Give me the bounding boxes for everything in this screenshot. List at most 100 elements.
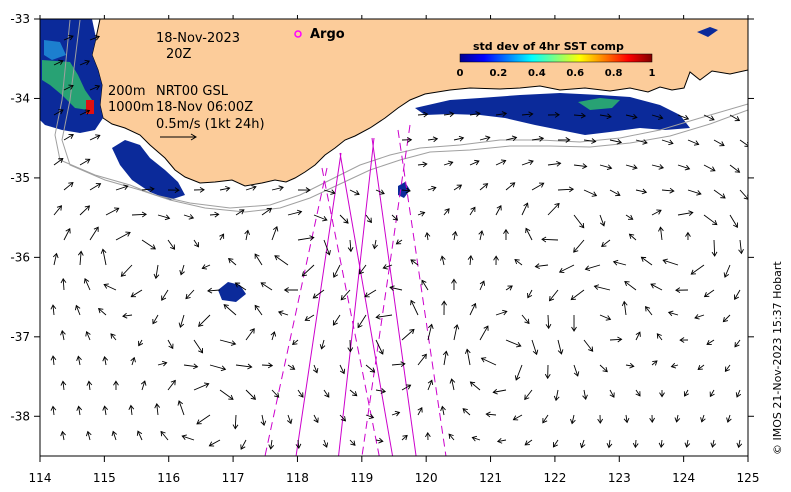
current-arrow <box>183 364 198 368</box>
current-arrow <box>401 384 411 391</box>
current-arrow <box>193 339 203 354</box>
current-arrow <box>79 205 90 216</box>
current-arrow <box>701 414 705 422</box>
current-arrow-head <box>389 285 395 291</box>
current-arrow <box>479 325 489 341</box>
current-arrow-head <box>464 348 471 354</box>
current-vectors <box>50 34 748 450</box>
current-arrow-head <box>85 430 92 437</box>
current-arrow <box>52 356 55 366</box>
current-arrow-head <box>599 221 606 227</box>
x-tick-label: 125 <box>737 471 760 485</box>
current-arrow-head <box>198 321 204 327</box>
depth-1000-label: 1000m <box>108 100 154 115</box>
current-arrow <box>609 139 622 143</box>
current-arrow <box>479 136 490 141</box>
current-arrow-head <box>130 356 136 363</box>
current-arrow <box>686 439 689 448</box>
current-arrow <box>339 414 346 422</box>
current-arrow-head <box>136 430 143 436</box>
current-arrow <box>521 314 530 324</box>
y-tick-label: -38 <box>10 409 30 423</box>
current-arrow-head <box>641 188 648 195</box>
current-arrow-head <box>125 231 131 237</box>
current-arrow-head <box>366 217 372 224</box>
current-arrow-head <box>153 273 160 280</box>
current-arrow-head <box>369 367 376 373</box>
current-arrow <box>521 113 533 116</box>
current-arrow <box>677 114 689 120</box>
current-arrow-head <box>571 326 577 332</box>
current-arrow-head <box>668 139 674 146</box>
current-arrow <box>555 389 559 401</box>
current-arrow <box>625 164 638 169</box>
current-arrow-head <box>512 415 519 421</box>
current-arrow-head <box>502 309 508 316</box>
current-arrow-head <box>500 159 507 165</box>
current-arrow-head <box>496 438 503 444</box>
current-arrow-head <box>509 182 516 188</box>
current-arrow-head <box>675 287 681 294</box>
current-arrow-head <box>417 407 423 413</box>
current-arrow-head <box>368 413 375 420</box>
current-arrow-head <box>493 255 499 261</box>
current-arrow <box>635 189 647 193</box>
colorbar-legend: std dev of 4hr SST comp 0 0.2 0.4 0.6 0.8 1 <box>457 40 656 79</box>
current-arrow <box>660 227 663 241</box>
current-arrow <box>734 339 741 348</box>
current-arrow-head <box>503 228 509 234</box>
current-arrow-head <box>110 333 116 339</box>
current-arrow-head <box>230 340 237 346</box>
current-arrow-head <box>319 344 326 350</box>
legend-tick-label: 0.4 <box>528 68 546 79</box>
current-arrow <box>466 349 471 366</box>
current-arrow <box>651 209 662 216</box>
current-arrow <box>739 189 748 200</box>
current-arrow-head <box>628 233 635 239</box>
current-arrow-head <box>120 271 127 277</box>
current-arrow-head <box>347 347 354 353</box>
current-arrow-head <box>710 442 717 448</box>
current-arrow-head <box>710 166 716 172</box>
current-arrow-head <box>642 139 648 145</box>
current-arrow-head <box>528 111 534 118</box>
current-arrow-head <box>480 357 487 363</box>
current-arrow-head <box>60 430 66 437</box>
current-arrow-head <box>168 343 174 350</box>
product-time-label: 18-Nov 06:00Z <box>156 100 253 115</box>
current-arrow <box>364 289 377 298</box>
current-arrow-head <box>629 362 635 369</box>
current-arrow-head <box>350 440 356 446</box>
current-arrow-head <box>332 272 339 278</box>
current-arrow <box>481 357 497 366</box>
current-arrow-head <box>640 256 647 262</box>
current-arrow <box>724 264 731 278</box>
current-arrow-head <box>421 279 427 286</box>
current-arrow-head <box>658 442 665 448</box>
current-arrow <box>245 328 255 341</box>
current-arrow <box>53 158 64 166</box>
current-arrow <box>668 311 679 316</box>
current-arrow <box>339 214 349 224</box>
current-arrow-head <box>286 418 293 425</box>
current-arrow-head <box>584 265 591 271</box>
current-arrow-head <box>482 183 489 189</box>
current-arrow <box>297 237 314 241</box>
current-arrow-head <box>734 342 740 348</box>
current-arrow <box>703 164 716 172</box>
current-arrow <box>531 182 544 191</box>
current-arrow <box>427 324 433 341</box>
current-arrow-head <box>170 379 176 386</box>
current-arrow-head <box>410 299 416 306</box>
current-arrow-head <box>534 263 540 269</box>
current-arrow-head <box>274 255 280 261</box>
current-arrow <box>115 185 129 191</box>
current-arrow <box>535 264 549 268</box>
current-arrow <box>179 314 185 328</box>
current-arrow-head <box>597 418 604 424</box>
current-arrow <box>89 183 101 191</box>
current-arrow-head <box>602 366 608 373</box>
current-arrow-head <box>304 315 310 321</box>
current-arrow <box>219 339 236 345</box>
current-arrow <box>706 339 715 345</box>
